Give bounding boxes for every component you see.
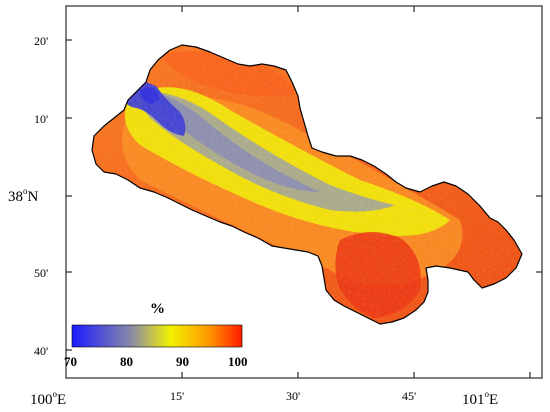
plot-frame bbox=[65, 5, 543, 379]
y-tick-label: 20' bbox=[34, 34, 48, 48]
y-tick-label: 38oN bbox=[8, 186, 39, 205]
colorbar-title: % bbox=[150, 301, 165, 317]
x-tick-label: 30' bbox=[286, 389, 300, 403]
x-tick-label: 100oE bbox=[30, 389, 66, 408]
colorbar: % 70 80 90 100 bbox=[64, 301, 248, 369]
y-tick-label: 10' bbox=[34, 112, 48, 126]
x-tick-label: 45' bbox=[402, 389, 416, 403]
colorbar-gradient bbox=[71, 324, 243, 348]
colorbar-label: 80 bbox=[120, 354, 133, 369]
region-raster bbox=[92, 45, 522, 324]
colorbar-label: 90 bbox=[176, 354, 189, 369]
colorbar-label: 70 bbox=[64, 354, 77, 369]
colorbar-label: 100 bbox=[228, 354, 248, 369]
x-tick-label: 15' bbox=[170, 389, 184, 403]
region-outline bbox=[91, 44, 523, 325]
x-tick-label: 101oE bbox=[462, 389, 498, 408]
y-tick-label: 40' bbox=[34, 344, 48, 358]
y-tick-label: 50' bbox=[34, 266, 48, 280]
y-axis: 20' 10' 38oN 50' 40' bbox=[8, 34, 542, 358]
x-axis: 100oE 15' 30' 45' 101oE bbox=[30, 6, 531, 408]
